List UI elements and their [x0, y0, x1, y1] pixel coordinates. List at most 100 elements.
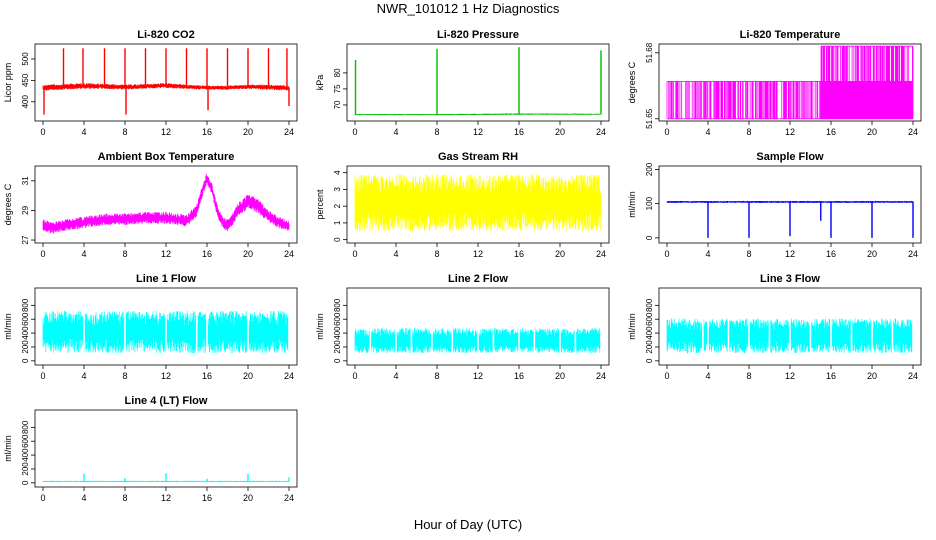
x-tick-label: 4 [81, 371, 86, 381]
x-tick-label: 0 [664, 249, 669, 259]
panel-data [354, 288, 602, 365]
y-tick-label: 0 [645, 235, 654, 240]
y-tick-label: 1 [333, 220, 342, 225]
panel-title: Line 3 Flow [760, 273, 820, 285]
x-tick-label: 0 [352, 249, 357, 259]
x-tick-label: 20 [243, 493, 253, 503]
panel-y-axis-label: percent [315, 189, 325, 220]
x-tick-label: 24 [596, 371, 606, 381]
y-tick-label: 450 [21, 73, 30, 87]
x-tick-label: 24 [908, 127, 918, 137]
y-tick-label: 800 [21, 298, 30, 312]
x-tick-label: 20 [867, 371, 877, 381]
panel-y-axis-label: Licor ppm [3, 63, 13, 103]
x-tick-label: 24 [596, 127, 606, 137]
y-tick-label: 4 [333, 170, 342, 175]
chart-panel: Li-820 CO2 Licor ppm 0 4 8 12 16 20 24 400 450 500 [3, 29, 298, 137]
panel-data [666, 288, 914, 365]
x-tick-label: 0 [352, 371, 357, 381]
panel-y-axis-label: ml/min [315, 313, 325, 340]
x-tick-label: 24 [284, 371, 294, 381]
x-tick-label: 4 [393, 249, 398, 259]
y-tick-label: 200 [21, 462, 30, 476]
panel-title: Sample Flow [756, 151, 824, 163]
x-tick-label: 20 [867, 127, 877, 137]
y-tick-label: 75 [333, 84, 342, 93]
x-tick-label: 4 [393, 127, 398, 137]
x-tick-label: 8 [122, 371, 127, 381]
x-tick-label: 4 [81, 249, 86, 259]
x-tick-label: 16 [202, 493, 212, 503]
x-tick-label: 20 [867, 249, 877, 259]
x-tick-label: 0 [40, 127, 45, 137]
x-tick-label: 4 [705, 127, 710, 137]
x-tick-label: 8 [434, 371, 439, 381]
y-tick-label: 31 [21, 176, 30, 185]
x-tick-label: 8 [122, 493, 127, 503]
figure-x-axis-label: Hour of Day (UTC) [413, 517, 523, 532]
x-tick-label: 4 [81, 127, 86, 137]
panel-title: Li-820 CO2 [137, 29, 194, 41]
x-tick-label: 24 [284, 127, 294, 137]
x-tick-label: 20 [555, 249, 565, 259]
panel-data [42, 473, 290, 483]
x-tick-label: 20 [243, 127, 253, 137]
y-tick-label: 600 [333, 312, 342, 326]
plot-frame [346, 43, 610, 122]
y-tick-label: 400 [333, 326, 342, 340]
y-tick-label: 0 [645, 358, 654, 363]
x-tick-label: 4 [393, 371, 398, 381]
chart-panel: Line 3 Flow ml/min 0 4 8 12 16 20 24 0 20040060080… [627, 273, 922, 381]
x-tick-label: 12 [473, 127, 483, 137]
x-tick-label: 12 [785, 127, 795, 137]
x-tick-label: 8 [434, 127, 439, 137]
x-tick-label: 20 [243, 371, 253, 381]
y-tick-label: 800 [645, 298, 654, 312]
y-tick-label: 200 [333, 340, 342, 354]
panel-data [666, 45, 914, 120]
y-tick-label: 80 [333, 68, 342, 77]
x-tick-label: 0 [352, 127, 357, 137]
chart-panel: Li-820 Pressure kPa 0 4 8 12 16 20 24 70 75 80 [315, 29, 610, 137]
x-tick-label: 16 [514, 371, 524, 381]
panel-title: Gas Stream RH [438, 151, 518, 163]
y-tick-label: 800 [333, 298, 342, 312]
panel-data [42, 288, 290, 365]
x-tick-label: 8 [746, 249, 751, 259]
y-tick-label: 600 [21, 312, 30, 326]
x-tick-label: 12 [785, 249, 795, 259]
x-tick-label: 8 [122, 249, 127, 259]
x-tick-label: 0 [664, 371, 669, 381]
panel-title: Li-820 Temperature [740, 29, 841, 41]
x-tick-label: 16 [514, 127, 524, 137]
x-tick-label: 4 [81, 493, 86, 503]
figure-title: NWR_101012 1 Hz Diagnostics [376, 1, 560, 16]
y-tick-label: 200 [645, 340, 654, 354]
chart-panel: Sample Flow ml/min 0 4 8 12 16 20 24 0 100 200 [627, 151, 922, 259]
x-tick-label: 16 [826, 127, 836, 137]
panel-y-axis-label: ml/min [3, 313, 13, 340]
x-tick-label: 8 [434, 249, 439, 259]
y-tick-label: 51.68 [645, 42, 654, 63]
x-tick-label: 12 [473, 371, 483, 381]
x-tick-label: 16 [202, 249, 212, 259]
x-tick-label: 20 [555, 127, 565, 137]
y-tick-label: 70 [333, 100, 342, 109]
panel-y-axis-label: degrees C [3, 183, 13, 225]
chart-panel: Line 4 (LT) Flow ml/min 0 4 8 12 16 20 24 0 200400… [3, 395, 298, 503]
panel-data [666, 200, 914, 238]
y-tick-label: 800 [21, 420, 30, 434]
y-tick-label: 400 [21, 326, 30, 340]
chart-panel: Li-820 Temperature degrees C 0 4 8 12 16 20 24 51… [627, 29, 922, 137]
x-tick-label: 24 [908, 249, 918, 259]
y-tick-label: 0 [21, 358, 30, 363]
series-band [42, 173, 290, 234]
panel-y-axis-label: ml/min [627, 313, 637, 340]
panel-y-axis-label: ml/min [3, 435, 13, 462]
x-tick-label: 8 [746, 127, 751, 137]
x-tick-label: 4 [705, 371, 710, 381]
series-band [354, 174, 602, 232]
y-tick-label: 200 [21, 340, 30, 354]
x-tick-label: 8 [122, 127, 127, 137]
